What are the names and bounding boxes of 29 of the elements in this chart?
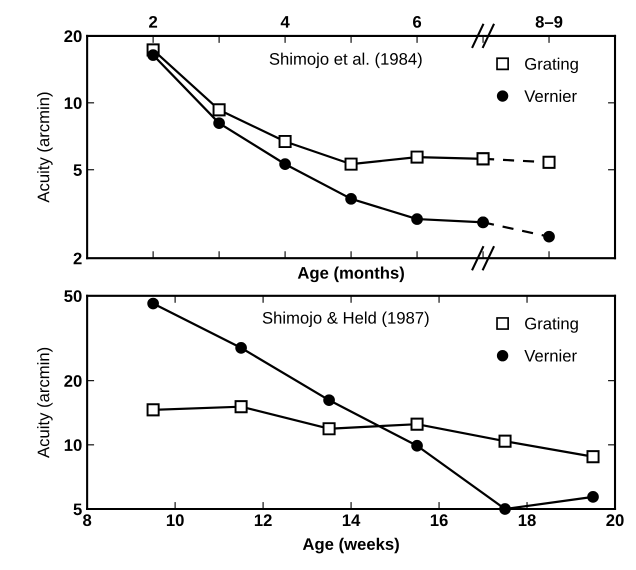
y-tick-label: 5 (74, 164, 82, 176)
y-tick-label: 2 (74, 252, 82, 264)
y-tick-label: 50 (64, 290, 82, 302)
y-tick-label: 20 (64, 30, 82, 42)
y-tick-label: 20 (64, 375, 82, 387)
x-tick-label: 20 (606, 514, 624, 526)
annotation: Shimojo & Held (1987) (262, 312, 429, 328)
x-tick-label: 8–9 (536, 16, 562, 28)
x-tick-label: 6 (413, 16, 422, 28)
x-tick-label: 12 (254, 514, 272, 526)
legend-label: Grating (525, 58, 578, 74)
y-axis-title: Acuity (arcmin) (37, 348, 53, 458)
y-tick-label: 10 (64, 97, 82, 110)
legend-label: Vernier (524, 90, 577, 102)
x-tick-label: 8 (83, 514, 92, 526)
x-tick-label: 16 (430, 514, 448, 526)
legend-label: Vernier (524, 349, 577, 362)
y-tick-label: 10 (64, 439, 82, 452)
y-tick-label: 5 (74, 504, 82, 516)
x-tick-label: 10 (166, 514, 184, 526)
legend-label: Grating (525, 317, 578, 333)
x-tick-label: 4 (280, 16, 290, 28)
x-tick-label: 18 (518, 514, 536, 526)
x-tick-label: 2 (149, 16, 158, 28)
x-axis-title: Age (months) (298, 266, 404, 282)
y-axis-title: Acuity (arcmin) (37, 92, 53, 203)
x-axis-title: Age (weeks) (302, 538, 399, 554)
x-tick-label: 14 (342, 514, 360, 526)
annotation: Shimojo et al. (1984) (270, 52, 422, 68)
